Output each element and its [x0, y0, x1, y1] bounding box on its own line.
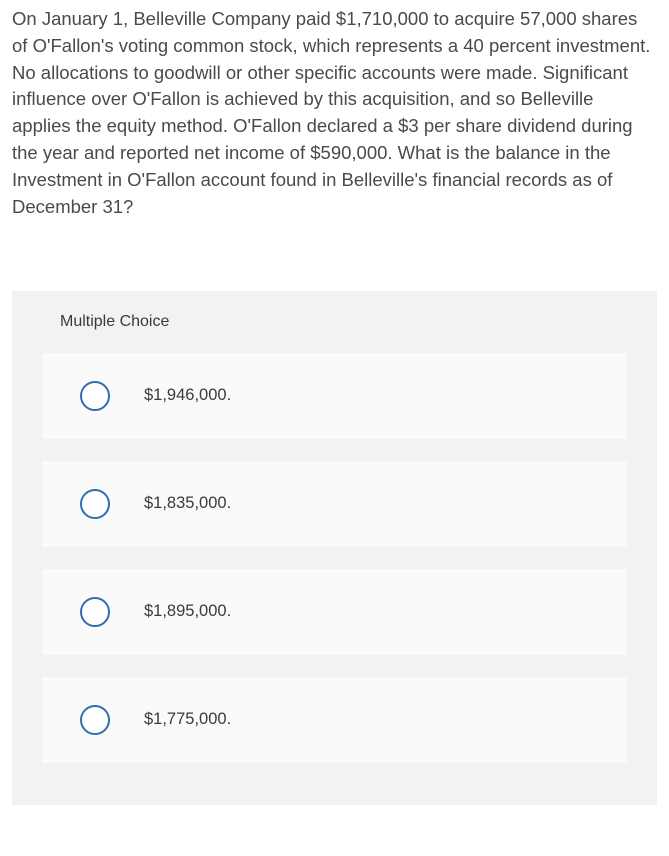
- radio-icon[interactable]: [80, 597, 110, 627]
- option-label: $1,895,000.: [144, 602, 231, 621]
- option-label: $1,946,000.: [144, 386, 231, 405]
- option-row[interactable]: $1,835,000.: [42, 461, 627, 547]
- radio-icon[interactable]: [80, 705, 110, 735]
- multiple-choice-section: Multiple Choice $1,946,000. $1,835,000. …: [12, 291, 657, 805]
- mc-header: Multiple Choice: [12, 291, 657, 353]
- question-text: On January 1, Belleville Company paid $1…: [0, 0, 669, 221]
- option-label: $1,775,000.: [144, 710, 231, 729]
- radio-icon[interactable]: [80, 489, 110, 519]
- radio-icon[interactable]: [80, 381, 110, 411]
- option-row[interactable]: $1,775,000.: [42, 677, 627, 763]
- option-row[interactable]: $1,946,000.: [42, 353, 627, 439]
- option-row[interactable]: $1,895,000.: [42, 569, 627, 655]
- options-list: $1,946,000. $1,835,000. $1,895,000. $1,7…: [12, 353, 657, 805]
- option-label: $1,835,000.: [144, 494, 231, 513]
